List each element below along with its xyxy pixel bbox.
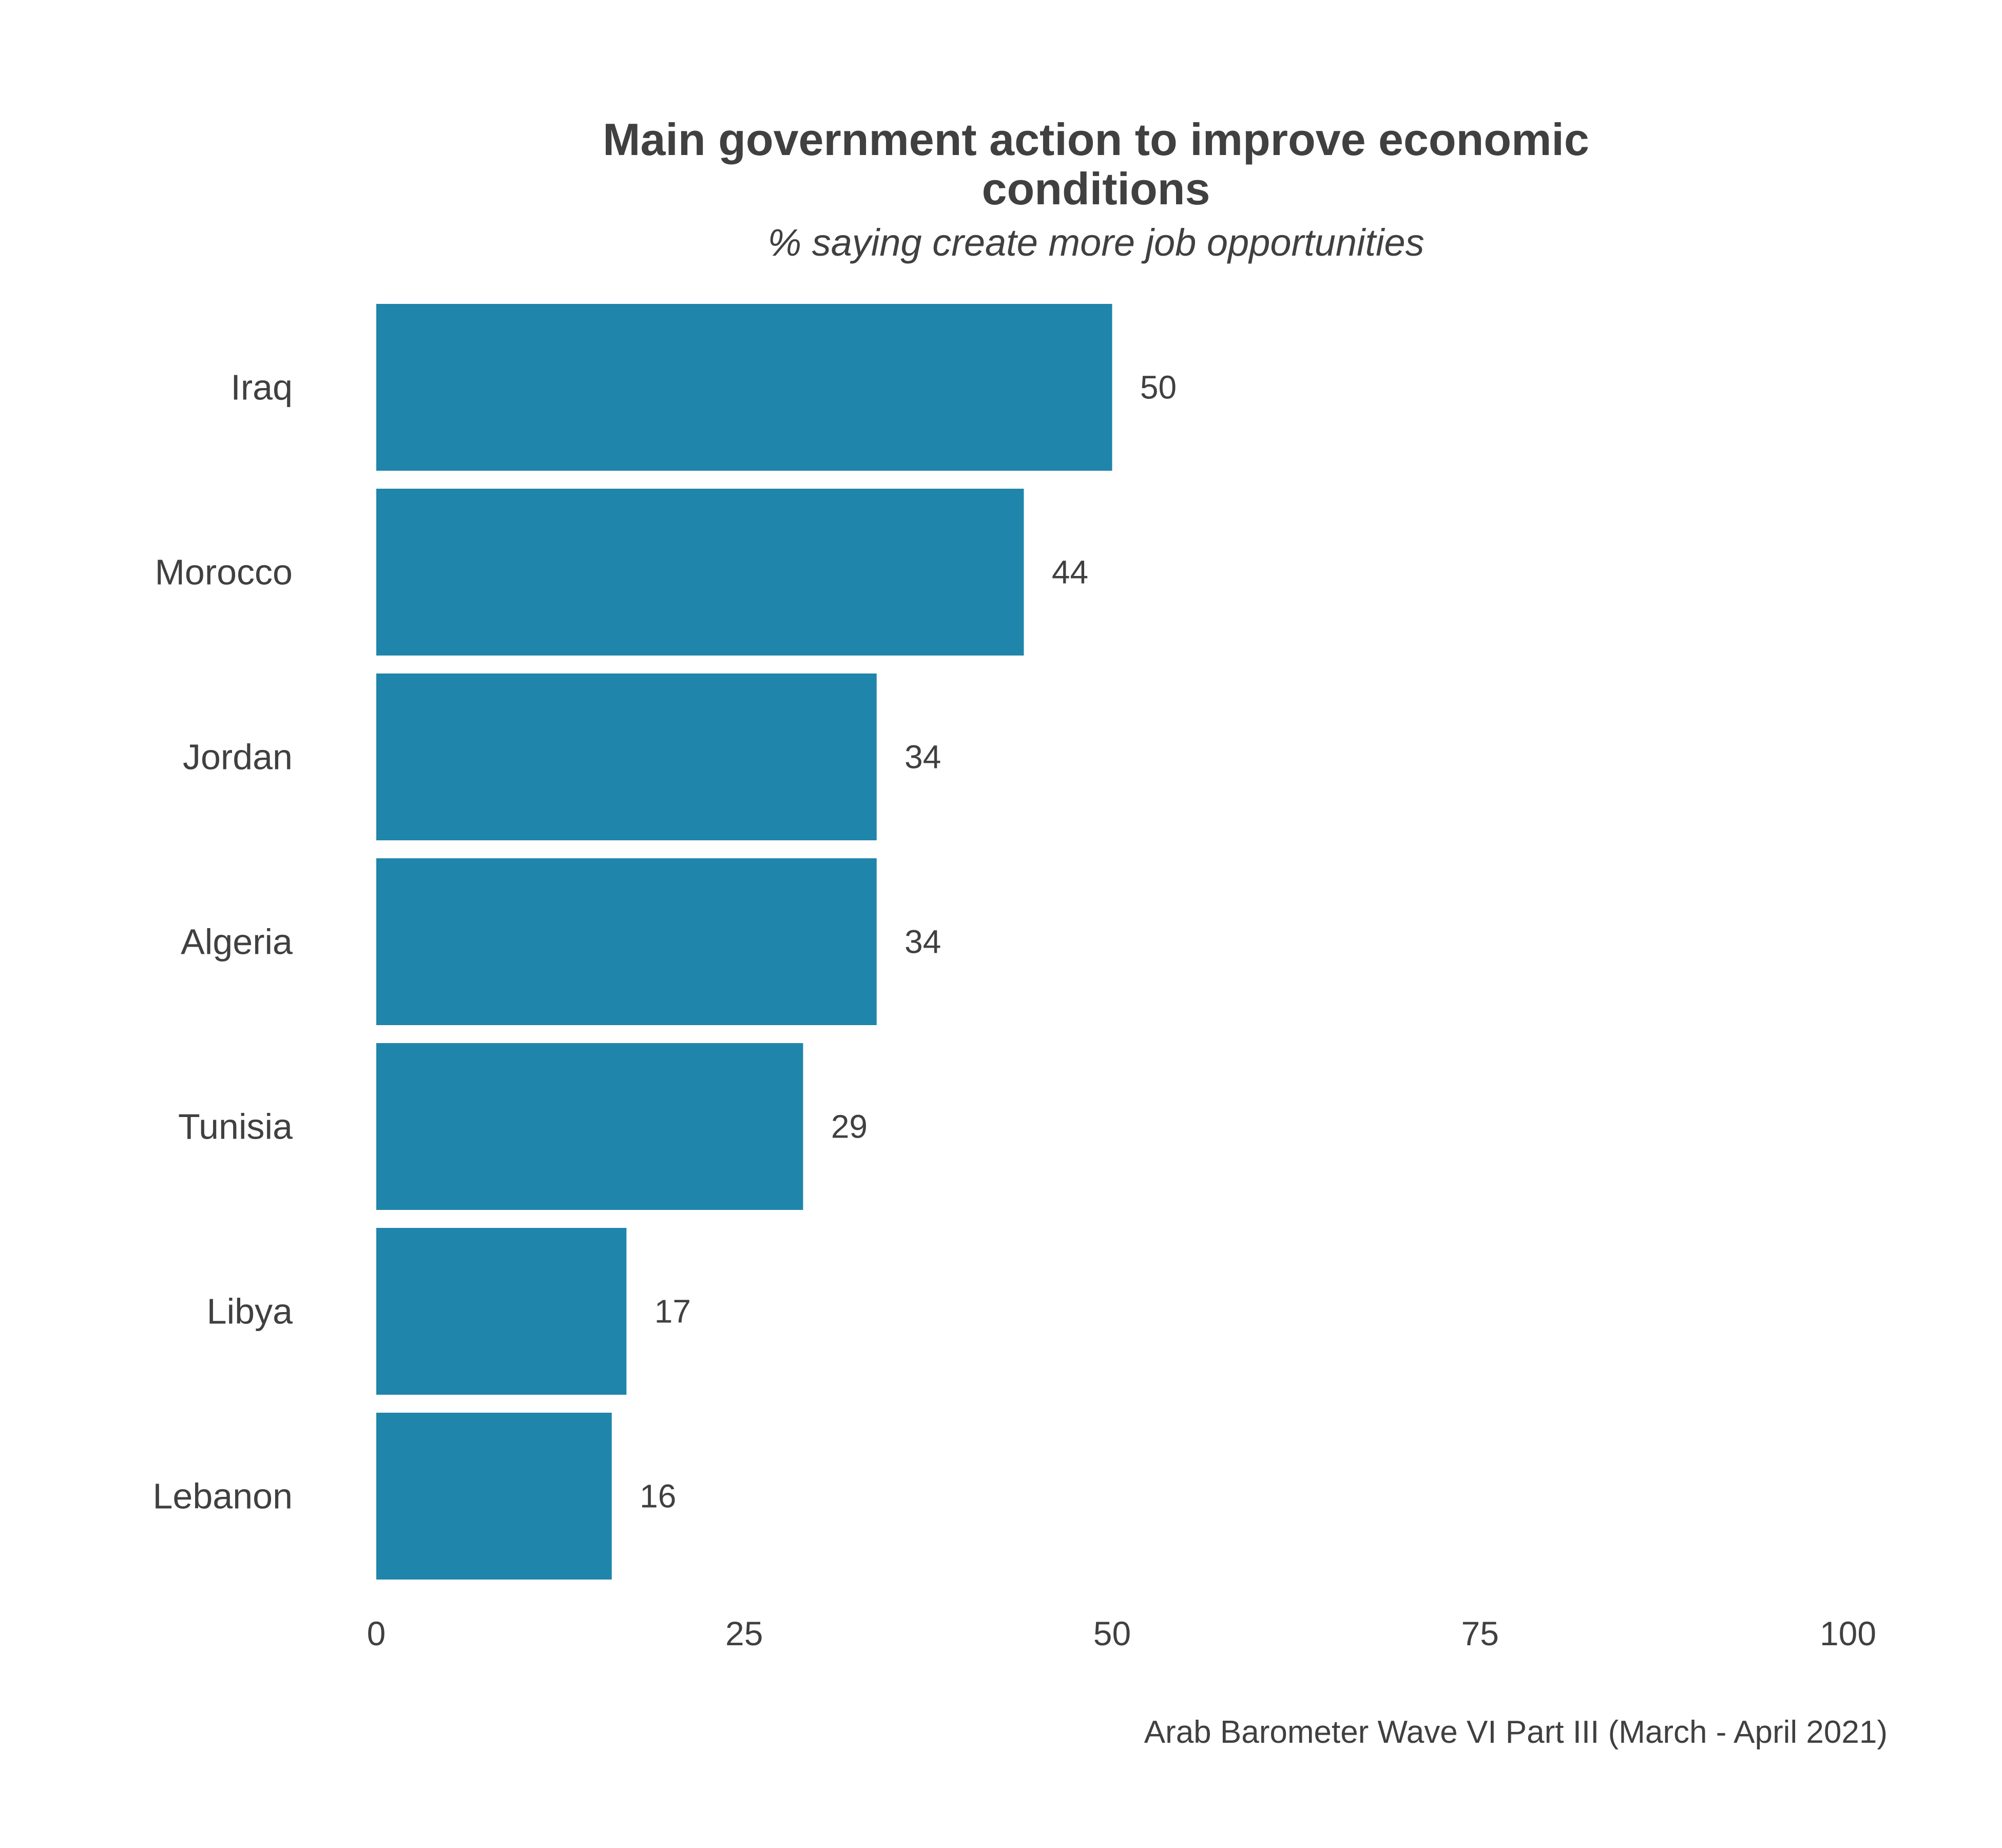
- x-tick-label-75: 75: [1461, 1614, 1499, 1652]
- value-label-libya: 17: [654, 1293, 691, 1330]
- value-label-iraq: 50: [1140, 369, 1177, 406]
- category-label-algeria: Algeria: [181, 922, 293, 962]
- bar-lebanon: [376, 1413, 612, 1580]
- chart-subtitle: % saying create more job opportunities: [767, 221, 1424, 264]
- value-label-jordan: 34: [904, 739, 941, 776]
- bar-jordan: [376, 673, 877, 840]
- category-label-jordan: Jordan: [183, 737, 293, 777]
- plot-area: Iraq 50 Morocco 44 Jordan 34 Algeria 34 Tunisia 2…: [152, 304, 1876, 1652]
- chart-caption: Arab Barometer Wave VI Part III (March -…: [1144, 1715, 1888, 1750]
- category-label-lebanon: Lebanon: [152, 1476, 293, 1516]
- bar-iraq: [376, 304, 1112, 471]
- bar-algeria: [376, 858, 877, 1025]
- category-label-tunisia: Tunisia: [178, 1107, 293, 1147]
- chart-title: Main government action to improve econom…: [603, 114, 1589, 214]
- category-label-iraq: Iraq: [230, 368, 293, 408]
- category-label-morocco: Morocco: [155, 552, 293, 592]
- value-label-algeria: 34: [904, 923, 941, 960]
- value-label-tunisia: 29: [831, 1108, 868, 1145]
- x-tick-label-50: 50: [1093, 1614, 1131, 1652]
- value-label-morocco: 44: [1052, 554, 1088, 591]
- category-label-libya: Libya: [207, 1292, 293, 1332]
- bar-libya: [376, 1228, 627, 1395]
- value-label-lebanon: 16: [640, 1478, 676, 1515]
- bar-morocco: [376, 489, 1024, 656]
- chart-title-line-1: Main government action to improve econom…: [603, 114, 1589, 165]
- bar-tunisia: [376, 1043, 803, 1210]
- x-tick-label-25: 25: [725, 1614, 763, 1652]
- x-tick-label-100: 100: [1820, 1614, 1876, 1652]
- x-tick-label-0: 0: [367, 1614, 386, 1652]
- chart-title-line-2: conditions: [982, 163, 1210, 214]
